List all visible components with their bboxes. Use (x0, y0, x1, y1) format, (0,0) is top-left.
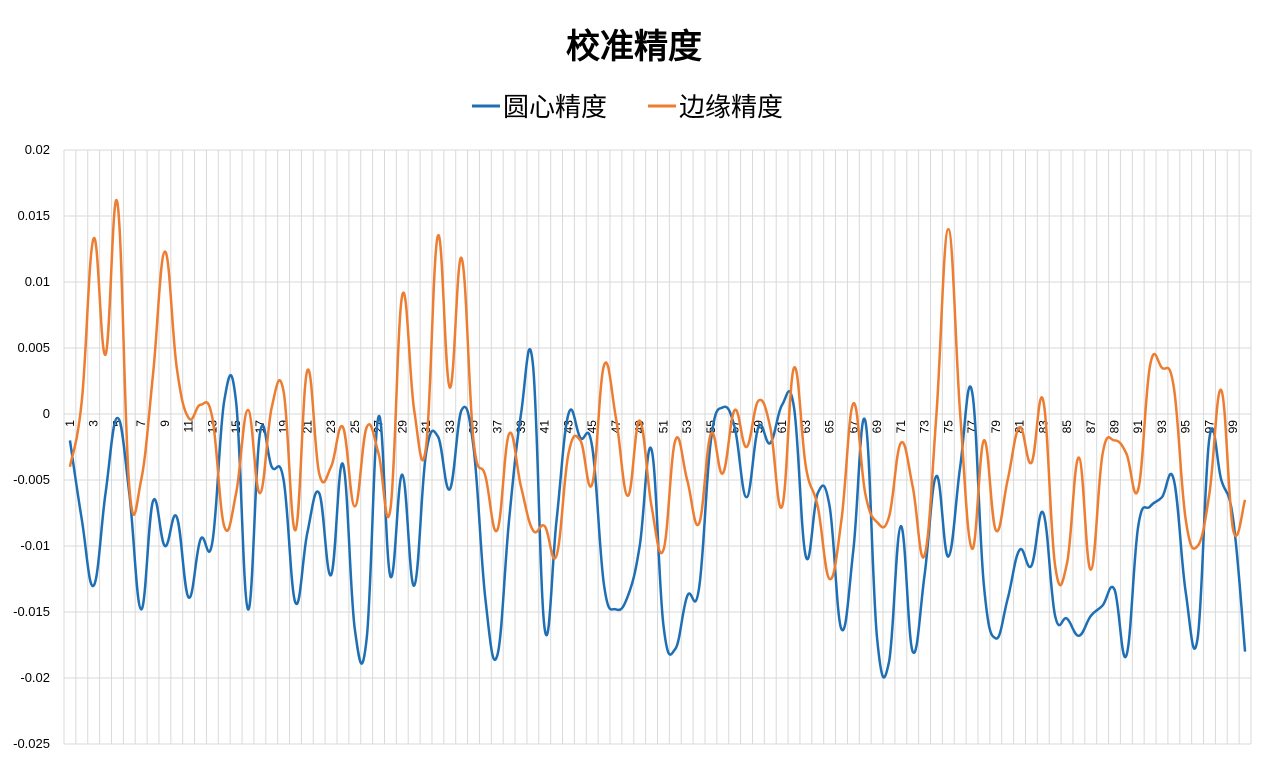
x-tick-label: 41 (538, 420, 552, 434)
x-tick-label: 7 (134, 420, 148, 427)
legend-label-series-1: 圆心精度 (503, 93, 607, 123)
x-tick-label: 37 (490, 420, 504, 434)
y-tick-label: -0.015 (13, 604, 50, 619)
y-tick-label: 0.01 (25, 274, 50, 289)
x-tick-label: 39 (514, 420, 528, 434)
y-tick-label: 0.015 (17, 208, 50, 223)
x-tick-label: 93 (1155, 420, 1169, 434)
legend: 圆心精度 边缘精度 (472, 93, 783, 123)
x-tick-label: 55 (704, 420, 718, 434)
y-tick-label: 0.005 (17, 340, 50, 355)
x-tick-label: 95 (1179, 420, 1193, 434)
x-tick-label: 3 (87, 420, 101, 427)
x-tick-label: 9 (158, 420, 172, 427)
x-tick-label: 25 (348, 420, 362, 434)
series-lines (68, 198, 1247, 679)
x-tick-label: 75 (941, 420, 955, 434)
x-tick-label: 87 (1084, 420, 1098, 434)
x-tick-label: 85 (1060, 420, 1074, 434)
x-tick-label: 89 (1107, 420, 1121, 434)
y-tick-label: -0.02 (20, 670, 50, 685)
x-tick-label: 45 (585, 420, 599, 434)
y-tick-label: -0.025 (13, 736, 50, 751)
x-tick-label: 61 (775, 420, 789, 434)
x-tick-label: 71 (894, 420, 908, 434)
x-tick-label: 33 (443, 420, 457, 434)
x-tick-label: 99 (1226, 420, 1240, 434)
y-axis: 0.02 0.015 0.01 0.005 0 -0.005 -0.01 -0.015 -0.0… (13, 142, 50, 751)
x-tick-label: 15 (229, 420, 243, 434)
y-tick-label: -0.01 (20, 538, 50, 553)
x-tick-label: 69 (870, 420, 884, 434)
x-tick-label: 79 (989, 420, 1003, 434)
x-tick-label: 51 (656, 420, 670, 434)
legend-label-series-2: 边缘精度 (679, 93, 783, 123)
x-tick-label: 29 (395, 420, 409, 434)
series-line-1 (68, 347, 1247, 679)
x-tick-label: 31 (419, 420, 433, 434)
chart-title: 校准精度 (566, 27, 702, 67)
x-tick-label: 11 (182, 420, 196, 433)
x-tick-label: 43 (561, 420, 575, 434)
y-tick-label: 0.02 (25, 142, 50, 157)
series-line-2 (68, 198, 1247, 587)
x-tick-label: 53 (680, 420, 694, 434)
y-tick-label: -0.005 (13, 472, 50, 487)
x-tick-label: 65 (823, 420, 837, 434)
x-tick-label: 47 (609, 420, 623, 434)
x-tick-label: 91 (1131, 420, 1145, 434)
x-tick-label: 73 (918, 420, 932, 434)
y-tick-label: 0 (43, 406, 50, 421)
x-tick-label: 23 (324, 420, 338, 434)
x-tick-label: 1 (63, 420, 77, 427)
x-tick-label: 19 (277, 420, 291, 434)
x-tick-label: 5 (110, 420, 124, 427)
x-tick-label: 77 (965, 420, 979, 434)
x-tick-label: 13 (205, 420, 219, 434)
